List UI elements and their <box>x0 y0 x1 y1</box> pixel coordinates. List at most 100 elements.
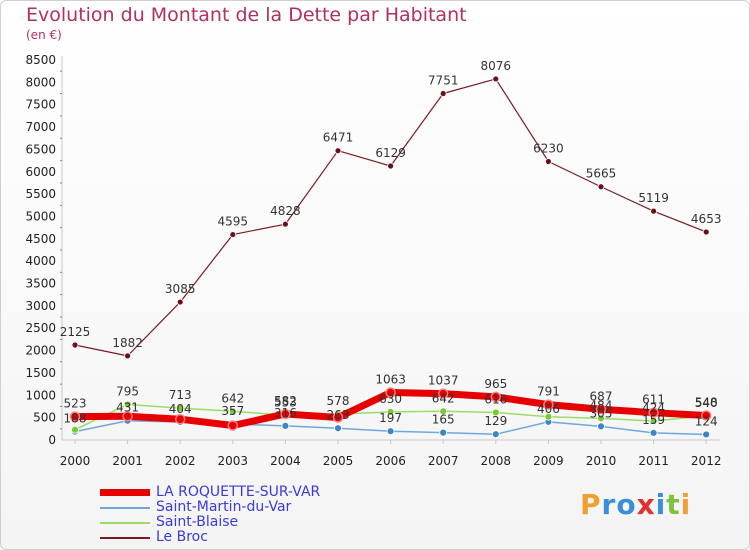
y-tick-label: 5500 <box>25 187 56 201</box>
data-point <box>228 407 237 416</box>
data-label: 305 <box>590 406 613 420</box>
data-label: 484 <box>590 398 613 412</box>
legend-label: Saint-Blaise <box>156 514 239 530</box>
data-point <box>437 388 449 399</box>
data-label: 424 <box>642 401 665 415</box>
y-tick-label: 7500 <box>25 98 56 112</box>
x-tick-label: 2011 <box>638 454 669 468</box>
data-label: 791 <box>537 385 560 399</box>
data-label: 3085 <box>165 282 196 296</box>
y-tick-label: 0 <box>48 433 56 447</box>
data-label: 129 <box>484 414 507 428</box>
data-point <box>385 387 396 398</box>
data-point <box>544 412 553 421</box>
data-label: 431 <box>116 401 139 415</box>
data-label: 4828 <box>270 204 301 218</box>
data-point <box>491 430 500 439</box>
data-label: 965 <box>484 377 507 391</box>
data-label: 5119 <box>638 191 669 205</box>
data-label: 642 <box>221 391 244 405</box>
data-label: 582 <box>274 394 297 408</box>
data-label: 642 <box>432 391 455 405</box>
data-label: 6129 <box>375 146 406 160</box>
data-label: 6230 <box>533 141 564 155</box>
data-label: 124 <box>695 414 718 428</box>
data-point <box>649 428 658 437</box>
y-tick-label: 500 <box>33 411 56 425</box>
data-label: 263 <box>327 408 350 422</box>
logo-letter: x <box>636 488 656 521</box>
data-label: 2125 <box>60 325 91 339</box>
data-label: 7751 <box>428 73 459 87</box>
y-tick-label: 3500 <box>25 277 56 291</box>
x-tick-label: 2008 <box>481 454 512 468</box>
data-point <box>123 400 132 409</box>
data-point <box>281 421 290 430</box>
y-tick-label: 8000 <box>25 75 56 89</box>
logo-letter: i <box>655 488 667 521</box>
data-point <box>597 414 605 423</box>
data-point <box>545 158 552 165</box>
data-point <box>71 341 79 349</box>
data-point <box>229 231 237 238</box>
data-label: 316 <box>274 406 297 420</box>
x-tick-label: 2002 <box>165 454 196 468</box>
data-point <box>176 298 184 306</box>
data-point <box>439 428 448 437</box>
logo-letter: o <box>616 488 637 521</box>
legend-label: LA ROQUETTE-SUR-VAR <box>156 484 321 500</box>
data-point <box>650 207 657 215</box>
y-tick-label: 4500 <box>25 232 56 246</box>
series-line-3 <box>74 78 707 357</box>
logo-letter: r <box>601 488 617 521</box>
legend-item: Saint-Martin-du-Var <box>100 500 320 515</box>
data-label: 404 <box>169 402 192 416</box>
data-point <box>439 407 448 416</box>
data-label: 1882 <box>112 336 143 350</box>
x-tick-label: 2010 <box>586 454 617 468</box>
y-tick-label: 2000 <box>25 344 56 358</box>
y-tick-label: 8500 <box>25 53 56 67</box>
data-label: 687 <box>590 389 613 403</box>
data-label: 165 <box>432 413 455 427</box>
data-point <box>490 391 502 403</box>
data-label: 553 <box>274 395 297 409</box>
data-label: 540 <box>695 396 718 410</box>
data-label: 616 <box>484 392 507 406</box>
data-label: 1063 <box>375 372 406 386</box>
data-point <box>281 220 289 228</box>
legend-label: Le Broc <box>156 529 208 545</box>
data-point <box>334 424 342 433</box>
data-point <box>597 183 605 191</box>
data-label: 188 <box>64 412 87 426</box>
y-tick-label: 6000 <box>25 165 56 179</box>
y-tick-label: 1500 <box>25 366 56 380</box>
data-label: 4653 <box>691 212 722 226</box>
y-tick-label: 6500 <box>25 142 56 156</box>
data-point <box>176 404 185 413</box>
x-tick-label: 2009 <box>533 454 564 468</box>
data-point <box>71 425 79 434</box>
data-label: 713 <box>169 388 192 402</box>
y-tick-label: 3000 <box>25 299 56 313</box>
data-point <box>386 407 395 416</box>
data-point <box>334 147 342 155</box>
data-point <box>492 75 500 83</box>
data-label: 630 <box>379 392 402 406</box>
data-label: 1037 <box>428 374 459 388</box>
data-point <box>702 228 710 236</box>
data-point <box>648 407 659 418</box>
data-point <box>69 411 81 422</box>
data-point <box>227 420 239 431</box>
data-point <box>491 408 500 417</box>
data-label: 159 <box>642 413 665 427</box>
chart-title: Evolution du Montant de la Dette par Hab… <box>26 4 467 26</box>
data-point <box>332 412 344 423</box>
y-tick-label: 4000 <box>25 254 56 268</box>
legend-item: LA ROQUETTE-SUR-VAR <box>100 485 320 500</box>
x-tick-label: 2000 <box>60 454 91 468</box>
x-tick-label: 2004 <box>270 454 301 468</box>
logo-letter: P <box>580 488 602 521</box>
y-tick-label: 5000 <box>25 209 56 223</box>
data-point <box>439 90 447 97</box>
